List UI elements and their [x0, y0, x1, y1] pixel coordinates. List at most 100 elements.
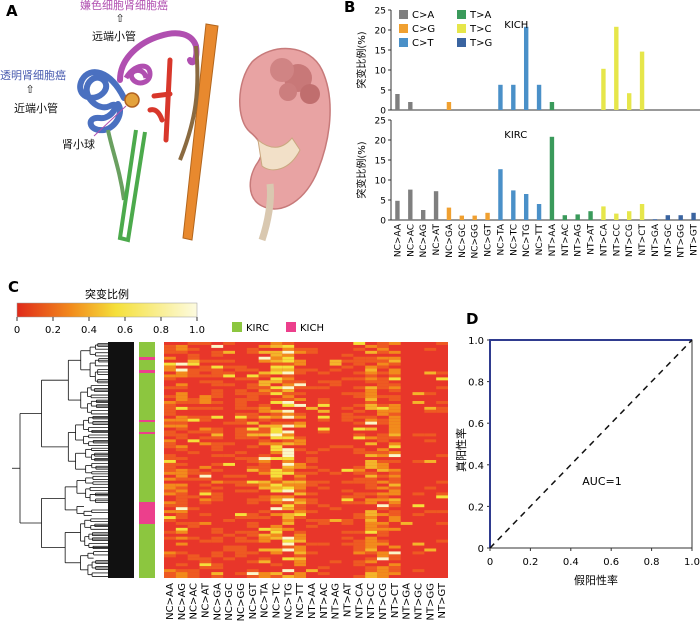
heatmap-cell	[258, 516, 271, 519]
heatmap-cell	[436, 377, 448, 381]
heatmap-cell	[282, 344, 295, 348]
heatmap-cell	[353, 421, 366, 425]
y-tick-label: 25	[375, 7, 386, 17]
heatmap-cell	[377, 371, 389, 375]
heatmap-cell	[175, 436, 188, 440]
heatmap-cell	[246, 460, 259, 463]
heatmap-cell	[199, 380, 212, 384]
heatmap-cell	[377, 462, 389, 466]
legend-label: T>A	[469, 10, 491, 21]
heatmap-cell	[187, 507, 200, 511]
y-tick-label: 0.8	[468, 378, 484, 389]
sidebar-kich	[139, 432, 155, 434]
heatmap-cell	[388, 554, 401, 558]
heatmap-cell	[187, 536, 200, 540]
heatmap-cell	[377, 403, 389, 407]
heatmap-cell	[199, 477, 212, 481]
heatmap-cell	[353, 495, 366, 499]
heatmap-cell	[388, 415, 401, 419]
heatmap-cell	[270, 362, 283, 366]
heatmap-cell	[164, 445, 176, 449]
glomerulus	[124, 92, 140, 108]
x-tick-label: NT>GG	[677, 224, 687, 258]
heatmap-cell	[258, 380, 271, 384]
heatmap-cell	[211, 480, 224, 484]
heatmap-cell	[377, 513, 389, 517]
x-tick-label: NC>TC	[509, 224, 519, 256]
heatmap-cell	[282, 498, 295, 502]
heatmap-cell	[175, 427, 188, 431]
y-tick-label: 20	[375, 137, 387, 147]
heatmap-cell	[282, 371, 295, 375]
bar	[639, 204, 645, 220]
heatmap-cell	[199, 471, 212, 475]
heatmap-cell	[317, 415, 330, 419]
heatmap-cell	[294, 383, 306, 387]
heatmap-cell	[211, 462, 224, 466]
heatmap-cell	[164, 406, 176, 410]
heatmap-cell	[246, 386, 259, 390]
heatmap-cell	[282, 448, 295, 452]
x-tick-label: 0.6	[603, 557, 619, 568]
heatmap-cell	[175, 445, 188, 449]
heatmap-cell	[306, 368, 318, 372]
heatmap-cell	[365, 401, 377, 404]
heatmap-cell	[175, 572, 188, 576]
heatmap-cell	[436, 521, 448, 525]
heatmap-cell	[270, 353, 283, 357]
heatmap-cell	[424, 347, 437, 351]
heatmap-cell	[388, 383, 401, 387]
heatmap-cell	[341, 501, 354, 505]
heatmap-column-label: NT>AT	[342, 582, 353, 617]
legend-label: C>T	[412, 38, 434, 49]
heatmap-cell	[235, 536, 247, 540]
heatmap-cell	[294, 548, 306, 552]
heatmap-cell	[353, 415, 366, 419]
heatmap-cell	[187, 569, 200, 573]
heatmap-cell	[341, 377, 354, 381]
heatmap-cell	[388, 474, 401, 478]
heatmap-cell	[317, 427, 330, 431]
heatmap-cell	[294, 474, 306, 478]
heatmap-cell	[164, 442, 176, 446]
x-tick-label: NT>AA	[548, 223, 558, 256]
heatmap-cell	[365, 566, 377, 570]
heatmap-cell	[246, 368, 259, 372]
heatmap	[164, 342, 448, 578]
heatmap-cell	[187, 415, 200, 419]
heatmap-cell	[258, 460, 271, 463]
heatmap-cell	[377, 465, 389, 469]
heatmap-cell	[235, 401, 247, 404]
heatmap-cell	[365, 365, 377, 369]
heatmap-cell	[270, 471, 283, 475]
heatmap-cell	[353, 359, 366, 363]
heatmap-cell	[270, 442, 283, 446]
heatmap-cell	[235, 451, 247, 455]
heatmap-cell	[270, 389, 283, 393]
heatmap-cell	[329, 471, 342, 475]
heatmap-cell	[211, 566, 224, 570]
panel-b-letter: B	[344, 0, 355, 16]
heatmap-cell	[282, 377, 295, 381]
heatmap-cell	[282, 575, 295, 578]
heatmap-cell	[270, 551, 283, 555]
heatmap-cell	[377, 521, 389, 525]
heatmap-cell	[388, 492, 401, 496]
heatmap-cell	[365, 575, 377, 578]
heatmap-column-label: NC>GG	[236, 583, 247, 621]
heatmap-cell	[341, 498, 354, 502]
heatmap-cell	[294, 557, 306, 561]
heatmap-cell	[199, 406, 212, 410]
heatmap-cell	[353, 347, 366, 351]
dendrogram-leaves	[108, 342, 134, 578]
heatmap-cell	[353, 575, 366, 578]
heatmap-column-label: NT>CC	[366, 583, 377, 619]
heatmap-cell	[294, 513, 306, 517]
bar	[601, 206, 606, 220]
legend-label: KIRC	[246, 323, 269, 334]
heatmap-cell	[211, 575, 224, 578]
heatmap-cell	[388, 350, 401, 354]
heatmap-cell	[306, 457, 318, 460]
heatmap-cell	[365, 510, 377, 514]
heatmap-cell	[164, 377, 176, 381]
